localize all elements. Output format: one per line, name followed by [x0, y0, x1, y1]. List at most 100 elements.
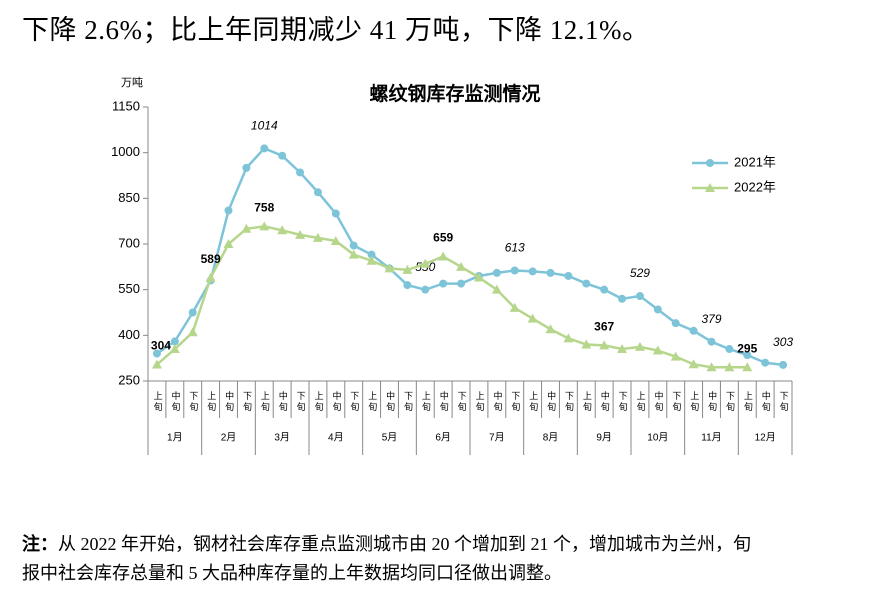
- x-group-label: 3月: [274, 432, 290, 444]
- data-label: 589: [201, 252, 221, 266]
- point: [456, 261, 467, 271]
- point: [349, 241, 358, 250]
- x-tick-label: 上旬: [582, 391, 592, 413]
- point: [295, 229, 306, 239]
- x-tick-label: 下旬: [296, 391, 306, 413]
- x-tick-label: 上旬: [367, 391, 377, 413]
- point: [420, 258, 431, 268]
- x-tick-label: 上旬: [743, 391, 753, 413]
- x-tick-label: 中旬: [439, 390, 449, 413]
- x-tick-label: 上旬: [475, 391, 485, 413]
- data-label: 303: [773, 335, 793, 349]
- point: [509, 302, 520, 312]
- x-group-label: 7月: [489, 432, 505, 444]
- point: [348, 249, 359, 259]
- x-tick-label: 中旬: [385, 390, 395, 413]
- point: [688, 359, 699, 369]
- point: [528, 267, 537, 276]
- point: [277, 225, 288, 235]
- x-tick-label: 中旬: [761, 390, 771, 413]
- x-tick-label: 上旬: [528, 391, 538, 413]
- point: [187, 327, 198, 337]
- point: [260, 144, 269, 153]
- y-tick-label: 700: [118, 235, 140, 250]
- x-group-label: 12月: [755, 432, 776, 444]
- x-tick-label: 中旬: [278, 390, 288, 413]
- note-label: 注：: [22, 534, 58, 554]
- point: [169, 344, 180, 354]
- legend-marker: [705, 183, 715, 192]
- data-label: 379: [701, 312, 721, 326]
- x-tick-label: 下旬: [403, 391, 413, 413]
- point: [223, 239, 234, 248]
- data-label: 529: [630, 266, 650, 280]
- point: [618, 294, 627, 303]
- x-tick-label: 下旬: [510, 391, 520, 413]
- point: [439, 279, 448, 288]
- x-group-label: 10月: [647, 432, 668, 444]
- x-tick-label: 下旬: [457, 391, 467, 413]
- x-tick-label: 中旬: [546, 390, 556, 413]
- point: [564, 271, 573, 280]
- x-tick-label: 上旬: [636, 391, 646, 413]
- point: [671, 319, 680, 328]
- x-tick-label: 下旬: [779, 391, 789, 413]
- x-group-label: 4月: [328, 432, 344, 444]
- y-tick-label: 850: [118, 190, 140, 205]
- x-tick-label: 中旬: [492, 390, 502, 413]
- point: [313, 188, 322, 197]
- point: [312, 232, 323, 242]
- x-tick-label: 上旬: [314, 391, 324, 413]
- x-group-label: 9月: [596, 432, 612, 444]
- point: [725, 345, 734, 354]
- x-tick-label: 中旬: [170, 390, 180, 413]
- legend-label: 2022年: [734, 179, 776, 194]
- x-tick-label: 中旬: [600, 390, 610, 413]
- y-tick-label: 1150: [112, 98, 140, 113]
- point: [617, 344, 628, 354]
- point: [224, 206, 233, 215]
- point: [188, 308, 197, 317]
- x-tick-label: 上旬: [421, 391, 431, 413]
- point: [707, 337, 716, 346]
- point: [600, 285, 609, 294]
- data-label: 295: [737, 341, 757, 355]
- point: [152, 349, 161, 358]
- note: 注：从 2022 年开始，钢材社会库存重点监测城市由 20 个增加到 21 个，…: [22, 530, 751, 588]
- x-tick-label: 上旬: [206, 391, 216, 413]
- point: [527, 313, 538, 323]
- y-tick-label: 550: [118, 281, 140, 296]
- x-tick-label: 下旬: [725, 391, 735, 413]
- x-tick-label: 中旬: [224, 390, 234, 413]
- x-tick-label: 上旬: [689, 391, 699, 413]
- point: [724, 362, 735, 372]
- x-group-label: 11月: [701, 432, 721, 444]
- point: [151, 359, 162, 369]
- point: [635, 292, 644, 301]
- point: [582, 279, 591, 288]
- x-tick-label: 下旬: [618, 391, 628, 413]
- point: [581, 339, 592, 349]
- point: [366, 255, 377, 265]
- point: [473, 272, 484, 282]
- x-tick-label: 上旬: [153, 391, 163, 413]
- x-group-label: 6月: [435, 432, 451, 444]
- note-line: 从 2022 年开始，钢材社会库存重点监测城市由 20 个增加到 21 个，增加…: [58, 534, 751, 554]
- point: [510, 266, 519, 275]
- point: [241, 223, 252, 233]
- point: [367, 250, 376, 259]
- series-line: [156, 225, 748, 369]
- x-tick-label: 下旬: [671, 391, 681, 413]
- point: [491, 284, 502, 294]
- point: [205, 272, 216, 282]
- data-label: 367: [594, 320, 614, 334]
- x-group-label: 2月: [221, 432, 237, 444]
- point: [779, 360, 788, 369]
- point: [761, 358, 770, 367]
- point: [653, 305, 662, 314]
- data-label: 613: [505, 241, 525, 255]
- data-label: 1014: [251, 119, 278, 133]
- y-tick-label: 250: [118, 372, 140, 387]
- x-group-label: 5月: [382, 432, 398, 444]
